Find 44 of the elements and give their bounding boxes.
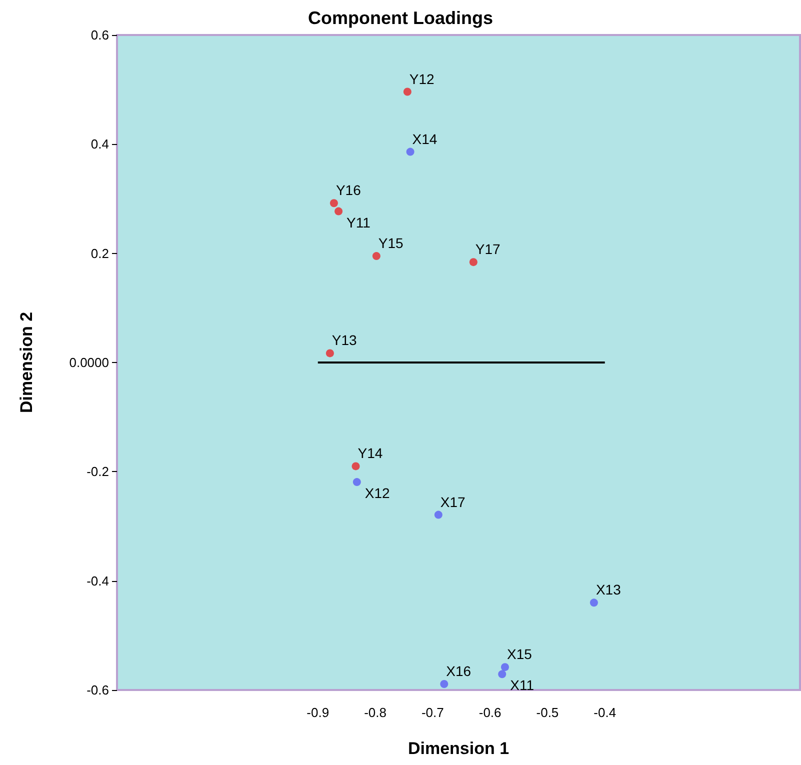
- chart-title: Component Loadings: [308, 8, 493, 28]
- point: [330, 199, 338, 208]
- point: [501, 663, 509, 672]
- y-tick-label: -0.4: [86, 573, 109, 588]
- annotation: Y13: [332, 332, 358, 348]
- y-tick-label: 0.2: [90, 246, 109, 261]
- y-tick-label: 0.0000: [69, 355, 109, 370]
- point: [352, 462, 360, 470]
- x-axis-title: Dimension 1: [408, 739, 510, 758]
- annotation: X17: [440, 494, 466, 510]
- annotation: X16: [446, 662, 472, 679]
- x-tick-label: -0.5: [536, 705, 559, 720]
- point: [440, 680, 448, 688]
- point: [590, 598, 598, 607]
- annotation: X14: [412, 130, 438, 147]
- annotation: Y16: [336, 182, 362, 198]
- annotation: X13: [596, 582, 622, 598]
- x-tick-label: -0.4: [594, 705, 616, 720]
- x-tick-label: -0.8: [364, 705, 386, 720]
- point: [334, 207, 343, 216]
- point: [326, 349, 334, 358]
- annotation: Y15: [378, 235, 404, 252]
- annotation: Y14: [358, 445, 383, 462]
- point: [406, 148, 414, 156]
- point: [372, 252, 380, 260]
- x-tick-label: -0.7: [421, 705, 444, 720]
- x-tick-label: -0.9: [306, 705, 330, 720]
- annotation: X11: [510, 677, 534, 694]
- point: [352, 478, 361, 486]
- annotation: X12: [364, 485, 390, 502]
- annotation: X15: [506, 646, 532, 662]
- y-tick-label: 0.4: [90, 136, 109, 152]
- point: [498, 670, 506, 678]
- point: [434, 510, 442, 519]
- y-tick-label: -0.2: [86, 464, 109, 480]
- y-tick-label: -0.6: [86, 682, 109, 698]
- y-tick-label: 0.6: [90, 28, 109, 42]
- x-tick-label: -0.6: [478, 705, 502, 720]
- y-axis-title: Dimension 2: [17, 312, 36, 414]
- point: [403, 88, 412, 96]
- annotation: Y17: [475, 241, 501, 258]
- annotation: Y11: [346, 214, 371, 230]
- point: [469, 258, 478, 266]
- annotation: Y12: [409, 70, 435, 87]
